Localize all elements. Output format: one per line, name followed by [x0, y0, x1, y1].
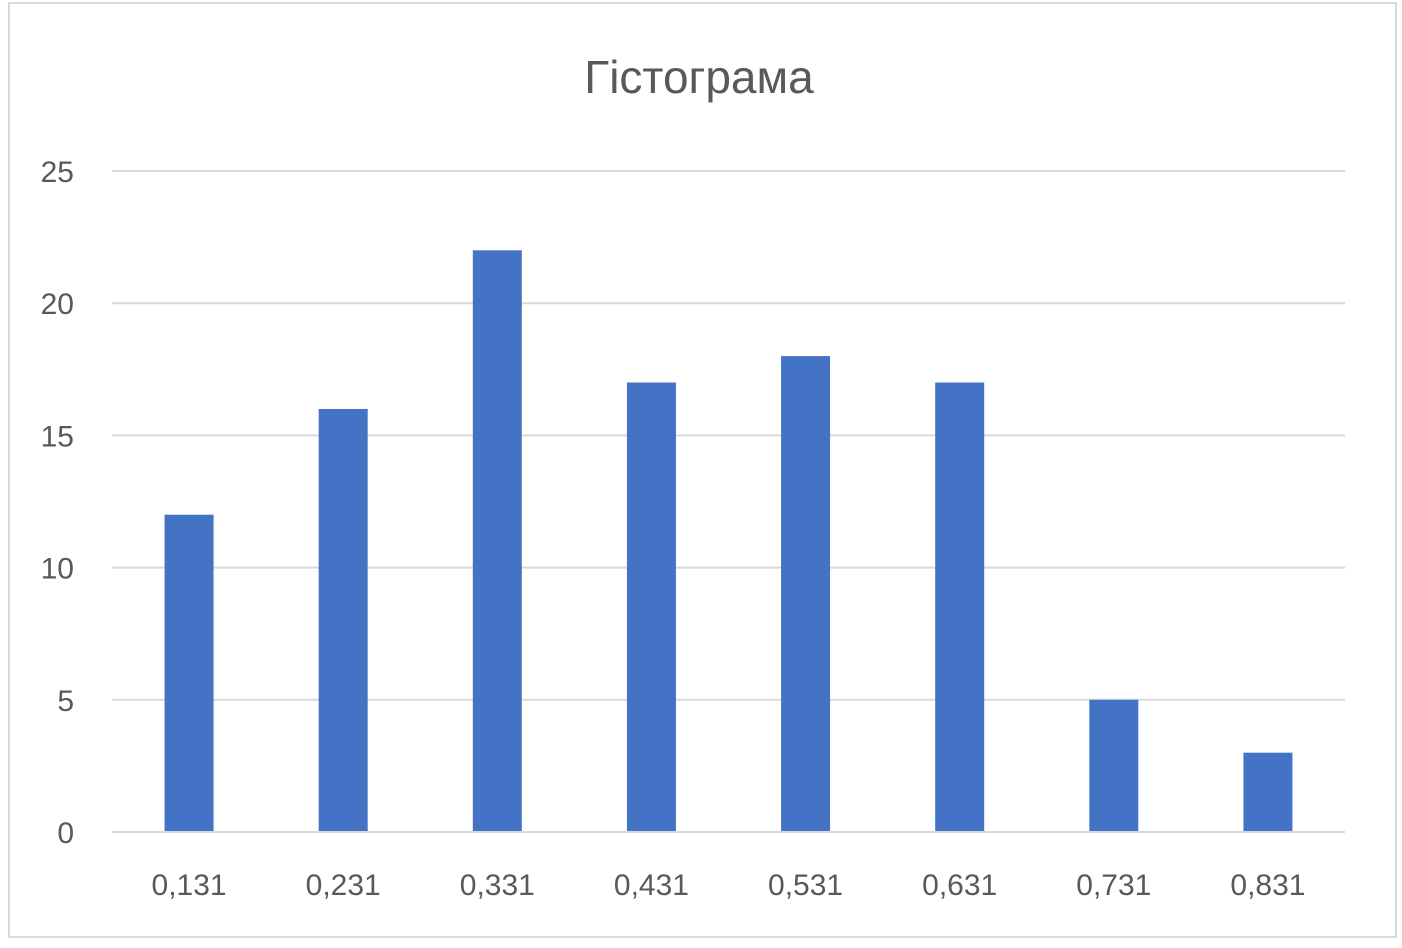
x-tick-label: 0,231 [306, 869, 381, 902]
y-tick-label: 15 [41, 420, 74, 453]
x-tick-label: 0,731 [1076, 869, 1151, 902]
x-axis-ticks: 0,131 0,231 0,331 0,431 0,531 0,631 0,731 0,831 [152, 869, 1306, 902]
x-tick-label: 0,131 [152, 869, 227, 902]
y-tick-label: 20 [41, 288, 74, 321]
bar-0,631 [935, 382, 985, 832]
bar-0,831 [1243, 752, 1293, 832]
x-tick-label: 0,831 [1230, 869, 1305, 902]
y-tick-label: 0 [57, 817, 74, 850]
bar-0,231 [318, 408, 368, 832]
y-tick-label: 10 [41, 553, 74, 586]
bar-0,531 [781, 356, 831, 832]
bar-0,331 [472, 250, 522, 832]
bar-0,131 [164, 514, 214, 832]
y-tick-label: 25 [41, 156, 74, 189]
bars [164, 250, 1293, 832]
x-tick-label: 0,431 [614, 869, 689, 902]
gridlines [112, 170, 1345, 701]
y-axis-ticks: 0 5 10 15 20 25 [41, 156, 74, 850]
y-tick-label: 5 [57, 685, 74, 718]
x-tick-label: 0,631 [922, 869, 997, 902]
chart-frame [8, 2, 1397, 938]
x-tick-label: 0,531 [768, 869, 843, 902]
bar-0,731 [1089, 699, 1139, 832]
x-tick-label: 0,331 [460, 869, 535, 902]
chart-title: Гістограма [584, 51, 814, 103]
bar-0,431 [626, 382, 676, 832]
